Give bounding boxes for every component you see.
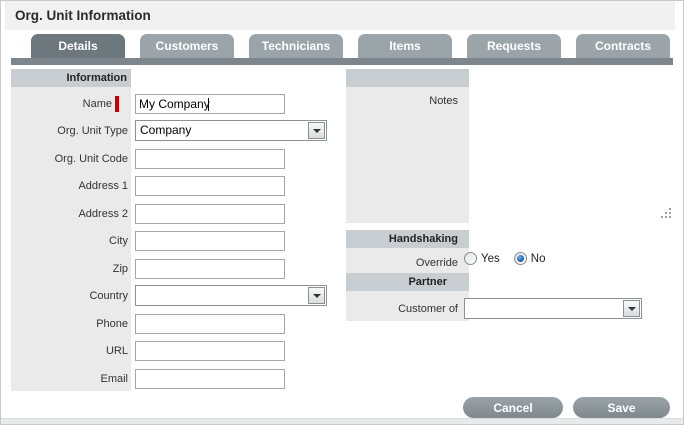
city-input[interactable] [135,231,285,251]
country-select[interactable] [135,285,327,306]
chevron-down-icon[interactable] [308,287,325,304]
page-title: Org. Unit Information [15,8,151,23]
radio-icon[interactable] [513,252,527,265]
left-label-column [11,69,131,391]
zip-input[interactable] [135,259,285,279]
bottom-strip [1,418,683,424]
required-marker [115,96,119,112]
text-cursor [208,98,209,111]
notes-label: Notes [429,95,458,107]
phone-label: Phone [96,318,128,330]
address-1-input[interactable] [135,176,285,196]
address-1-label: Address 1 [78,180,128,192]
customer-of-label: Customer of [398,303,458,315]
handshaking-section-header: Handshaking [346,230,469,248]
notes-textarea[interactable] [469,69,677,225]
resize-grip-icon[interactable] [661,208,673,220]
name-input[interactable] [135,94,285,114]
radio-icon[interactable] [464,252,477,265]
customer-of-select[interactable] [464,298,642,319]
org-unit-type-label: Org. Unit Type [57,125,128,137]
url-input[interactable] [135,341,285,361]
chevron-down-icon[interactable] [308,122,325,139]
notes-label-column [346,87,469,223]
cancel-button[interactable]: Cancel [463,397,563,418]
tab-details[interactable]: Details [31,34,125,58]
tab-divider-bar [11,58,673,65]
address-2-label: Address 2 [78,208,128,220]
chevron-down-icon[interactable] [623,300,640,317]
save-button[interactable]: Save [573,397,670,418]
name-label: Name [11,94,128,114]
country-label: Country [89,290,128,302]
email-input[interactable] [135,369,285,389]
override-no-radio[interactable]: No [513,252,545,265]
title-bar: Org. Unit Information [5,1,675,30]
org-unit-type-value: Company [140,123,192,137]
override-label: Override [415,257,458,269]
tab-contracts[interactable]: Contracts [576,34,670,58]
information-section-header: Information [11,69,131,87]
city-label: City [109,235,128,247]
tab-customers[interactable]: Customers [140,34,234,58]
email-label: Email [100,373,128,385]
tab-requests[interactable]: Requests [467,34,561,58]
org-unit-code-input[interactable] [135,149,285,169]
partner-section-header: Partner [346,273,469,291]
override-yes-radio[interactable]: Yes [464,252,500,265]
org-unit-code-label: Org. Unit Code [54,153,128,165]
zip-label: Zip [112,263,128,275]
tab-items[interactable]: Items [358,34,452,58]
notes-section-header [346,69,469,87]
phone-input[interactable] [135,314,285,334]
url-label: URL [105,345,128,357]
address-2-input[interactable] [135,204,285,224]
org-unit-type-select[interactable]: Company [135,120,327,141]
tab-technicians[interactable]: Technicians [249,34,343,58]
override-radio-group: Yes No [464,252,545,265]
